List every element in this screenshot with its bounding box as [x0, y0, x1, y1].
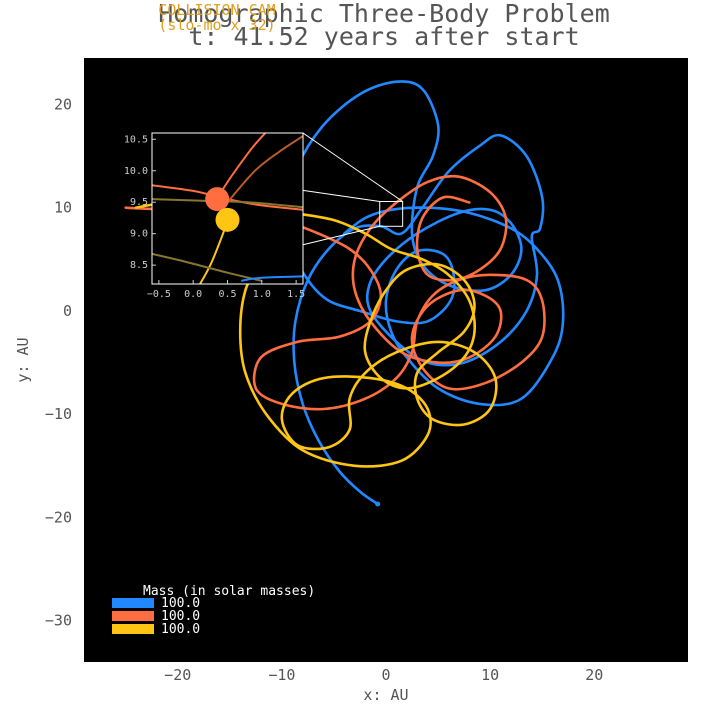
- legend-swatch-2: [112, 611, 154, 621]
- x-tick-label: 0: [381, 666, 390, 684]
- inset-trajectory-7: [241, 275, 303, 282]
- inset-y-tick-label: 9.0: [130, 229, 148, 240]
- inset-trajectory-4: [226, 135, 303, 203]
- legend: Mass (in solar masses) 100.0 100.0 100.0: [112, 584, 315, 637]
- y-axis-label: y: AU: [14, 337, 32, 382]
- inset-y-tick-label: 10.5: [124, 134, 148, 145]
- slo-mo-label: (slo-mo x 32): [158, 16, 275, 34]
- y-tick-label: −20: [45, 508, 72, 526]
- trajectory-3: [134, 200, 498, 468]
- x-axis-label: x: AU: [363, 686, 408, 704]
- x-axis-ticks: −20 −10 0 10 20: [164, 666, 603, 684]
- y-tick-label: −10: [45, 405, 72, 423]
- inset-y-tick-label: 10.0: [124, 166, 148, 177]
- inset-body-1: [205, 187, 230, 212]
- trajectories: [124, 80, 565, 507]
- chart-subtitle: t: 41.52 years after start: [188, 22, 579, 51]
- inset-body-2: [215, 207, 240, 232]
- x-tick-label: −10: [268, 666, 295, 684]
- zoom-connector: [302, 189, 380, 203]
- inset-x-tick-label: 1.5: [287, 289, 305, 300]
- collision-cam-label: COLLISION CAM: [158, 1, 275, 19]
- inset-y-tick-label: 8.5: [130, 260, 148, 271]
- legend-label-2: 100.0: [161, 609, 200, 624]
- legend-label-1: 100.0: [161, 596, 200, 611]
- x-tick-label: 20: [585, 666, 603, 684]
- y-tick-label: −30: [45, 612, 72, 630]
- inset-trajectory-6: [152, 252, 263, 282]
- legend-swatch-3: [112, 624, 154, 634]
- inset-x-tick-label: 0.5: [218, 289, 236, 300]
- zoom-inset: 8.5 9.0 9.5 10.0 10.5 −0.5 0.0 0.5 1.0 1.5: [124, 132, 404, 300]
- inset-x-tick-label: 1.0: [253, 289, 271, 300]
- y-tick-label: 10: [54, 199, 72, 217]
- inset-x-tick-label: 0.0: [184, 289, 202, 300]
- zoom-connector: [302, 132, 403, 202]
- inset-trajectories: [152, 133, 303, 284]
- inset-y-tick-label: 9.5: [130, 197, 148, 208]
- zoom-region-box: [379, 201, 404, 227]
- y-axis-ticks: −30 −20 −10 0 10 20: [45, 95, 72, 629]
- x-tick-label: 10: [481, 666, 499, 684]
- inset-x-tick-label: −0.5: [147, 289, 171, 300]
- y-tick-label: 20: [54, 95, 72, 113]
- zoom-connector: [302, 225, 380, 246]
- y-tick-label: 0: [63, 302, 72, 320]
- legend-label-3: 100.0: [161, 622, 200, 637]
- x-tick-label: −20: [164, 666, 191, 684]
- legend-swatch-1: [112, 598, 154, 608]
- body-marker-1: [375, 501, 381, 507]
- chart-title: Homographic Three-Body Problem: [158, 0, 610, 28]
- legend-title: Mass (in solar masses): [143, 584, 315, 599]
